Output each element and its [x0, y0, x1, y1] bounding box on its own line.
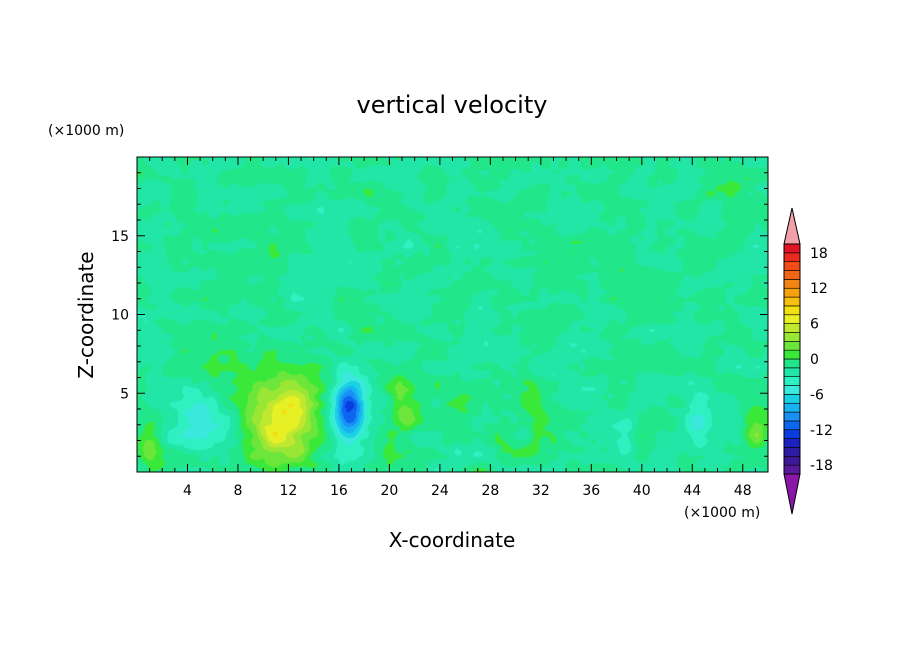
y-axis-label: Z-coordinate [74, 251, 98, 378]
x-tick-label: 32 [532, 483, 550, 499]
colorbar-swatch [783, 385, 801, 395]
colorbar-swatch [783, 341, 801, 351]
velocity-field [137, 157, 768, 472]
y-axis-unit: (×1000 m) [48, 123, 124, 139]
x-tick-label: 48 [734, 483, 752, 499]
colorbar-swatch [783, 367, 801, 377]
colorbar-swatch [783, 296, 801, 307]
colorbar-swatch [783, 358, 801, 369]
y-tick-label: 5 [120, 386, 129, 402]
y-axis: 5 10 15 [111, 172, 768, 457]
colorbar-swatch [783, 447, 801, 457]
colorbar-swatch [783, 349, 801, 360]
x-axis-label: X-coordinate [389, 528, 516, 552]
x-axis: 4 8 12 16 20 24 28 32 36 40 44 48 [149, 157, 756, 499]
plot-area [136, 156, 769, 473]
x-tick-label: 28 [481, 483, 499, 499]
colorbar-tick-label: -12 [810, 423, 833, 439]
colorbar-tick-label: 6 [810, 317, 819, 333]
y-tick-label: 10 [111, 308, 129, 324]
colorbar-swatch [783, 332, 801, 342]
x-tick-label: 12 [280, 483, 298, 499]
x-tick-label: 40 [633, 483, 651, 499]
colorbar: 18 12 6 0 -6 -12 -18 [783, 207, 833, 515]
x-tick-label: 8 [233, 483, 242, 499]
colorbar-swatch [783, 314, 801, 324]
colorbar-swatch [783, 438, 801, 448]
colorbar-top-arrow [783, 207, 801, 245]
colorbar-swatch [783, 456, 801, 466]
x-tick-label: 36 [582, 483, 600, 499]
colorbar-swatch [783, 270, 801, 280]
colorbar-frame [783, 243, 801, 475]
x-tick-label: 4 [183, 483, 192, 499]
colorbar-swatch [783, 279, 801, 289]
colorbar-tick-label: -6 [810, 387, 824, 403]
colorbar-tick-label: 12 [810, 281, 828, 297]
colorbar-swatch [783, 464, 801, 475]
colorbar-tick-label: 0 [810, 352, 819, 368]
colorbar-swatch [783, 429, 801, 439]
colorbar-swatch [783, 394, 801, 404]
y-tick-label: 15 [111, 229, 129, 245]
colorbar-swatch [783, 287, 801, 298]
x-tick-label: 16 [330, 483, 348, 499]
x-tick-label: 24 [431, 483, 449, 499]
colorbar-tick-label: -18 [810, 458, 833, 474]
chart-title: vertical velocity [357, 91, 548, 119]
colorbar-swatch [783, 411, 801, 422]
x-axis-unit: (×1000 m) [684, 505, 760, 521]
colorbar-swatch [783, 252, 801, 262]
x-tick-label: 20 [380, 483, 398, 499]
x-tick-label: 44 [683, 483, 701, 499]
colorbar-swatch [783, 420, 801, 431]
colorbar-swatch [783, 402, 801, 413]
colorbar-swatch [783, 376, 801, 386]
colorbar-bottom-arrow [783, 473, 801, 515]
colorbar-swatch [783, 243, 801, 254]
colorbar-swatch [783, 261, 801, 271]
colorbar-swatch [783, 305, 801, 316]
colorbar-swatch [783, 323, 801, 333]
colorbar-tick-label: 18 [810, 246, 828, 262]
